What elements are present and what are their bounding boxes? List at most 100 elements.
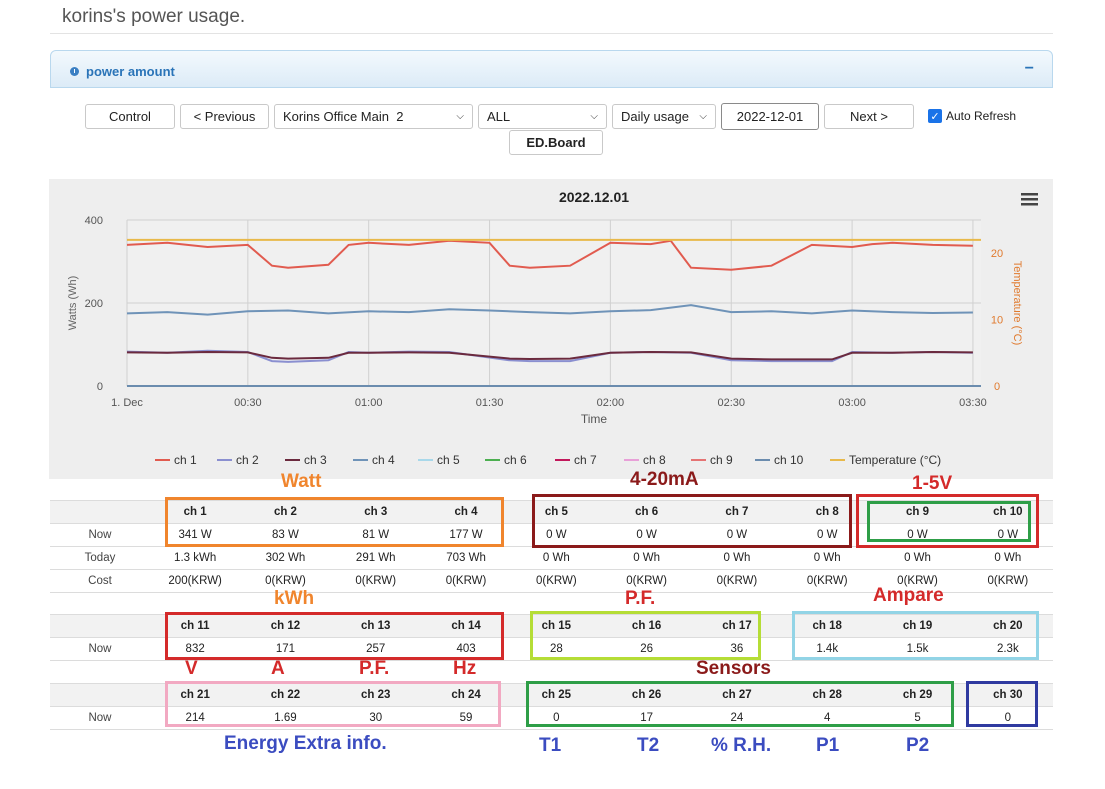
legend-label: ch 6 <box>504 453 527 467</box>
channel-select[interactable]: ALL ⌵ <box>478 104 607 129</box>
x-tick-label: 02:00 <box>597 397 625 409</box>
table-cell: 0 W <box>601 523 692 547</box>
ampare-label: Ampare <box>873 585 944 606</box>
column-header: ch 19 <box>872 614 963 638</box>
site-select-value: Korins Office Main 2 <box>283 109 404 124</box>
chevron-down-icon: ⌵ <box>590 111 598 122</box>
table-cell: 0(KRW) <box>691 569 783 593</box>
table-cell: 0(KRW) <box>240 569 331 593</box>
legend-label: ch 2 <box>236 453 259 467</box>
column-header: ch 22 <box>240 683 331 707</box>
column-header: ch 4 <box>420 500 512 524</box>
legend-label: ch 4 <box>372 453 395 467</box>
column-header: ch 18 <box>782 614 873 638</box>
row-label: Today <box>50 546 150 570</box>
kwh-label: kWh <box>274 588 315 609</box>
table-cell: 0(KRW) <box>511 569 602 593</box>
date-input[interactable]: 2022-12-01 <box>721 103 819 130</box>
t1-label: T1 <box>539 735 562 756</box>
y-tick-label: 400 <box>85 215 103 227</box>
column-header: ch 21 <box>150 683 241 707</box>
y2-tick-label: 20 <box>991 248 1003 260</box>
x-tick-label: 01:00 <box>355 397 383 409</box>
menu-bar <box>1021 203 1038 206</box>
collapse-button[interactable]: − <box>1024 60 1034 77</box>
hz-label: Hz <box>453 658 477 679</box>
control-button[interactable]: Control <box>85 104 175 129</box>
table-row: Cost 200(KRW) 0(KRW) 0(KRW) 0(KRW) 0(KRW) 0(KR… <box>50 569 1053 593</box>
edboard-button[interactable]: ED.Board <box>509 130 603 155</box>
mode-select-value: Daily usage <box>621 109 689 124</box>
table-cell: 83 W <box>240 523 331 547</box>
series-line-3 <box>126 350 973 361</box>
rh-label: % R.H. <box>711 735 772 756</box>
series-line-1 <box>126 239 973 271</box>
table-cell: 0(KRW) <box>420 569 512 593</box>
legend-label: ch 7 <box>574 453 597 467</box>
y2-tick-label: 0 <box>994 381 1000 393</box>
table-cell: 0(KRW) <box>601 569 692 593</box>
x-axis-label: Time <box>581 412 608 426</box>
table-header-row: ch 11 ch 12 ch 13 ch 14 ch 15 ch 16 ch 17 ch 18… <box>50 614 1053 638</box>
next-button[interactable]: Next > <box>824 104 914 129</box>
v15-highlight-box <box>867 501 1031 542</box>
mode-select[interactable]: Daily usage ⌵ <box>612 104 716 129</box>
chart-title: 2022.12.01 <box>559 189 629 205</box>
row-label: Cost <box>50 569 150 593</box>
column-header: ch 9 <box>872 500 963 524</box>
chart-menu-icon[interactable] <box>1021 193 1038 206</box>
sensors-highlight-box <box>526 681 954 727</box>
column-header: ch 11 <box>150 614 241 638</box>
legend-label: ch 9 <box>710 453 733 467</box>
column-header: ch 28 <box>782 683 873 707</box>
table-cell: 0 Wh <box>601 546 692 570</box>
y-axis-label: Watts (Wh) <box>67 276 79 331</box>
row-label: Now <box>50 637 150 661</box>
x-tick-label: 01:30 <box>476 397 504 409</box>
column-header: ch 14 <box>420 614 512 638</box>
y2-tick-label: 10 <box>991 315 1003 327</box>
channel-select-value: ALL <box>487 109 511 124</box>
panel-title: power amount <box>86 64 175 79</box>
x-tick-label: 1. Dec <box>111 397 143 409</box>
ch30-highlight-box <box>966 681 1038 727</box>
column-header: ch 26 <box>601 683 692 707</box>
pf-top-label: P.F. <box>625 588 656 609</box>
y2-axis-label: Temperature (°C) <box>1011 261 1023 345</box>
previous-button[interactable]: < Previous <box>180 104 269 129</box>
menu-bar <box>1021 198 1038 201</box>
series-line-2 <box>126 349 973 363</box>
v15-label: 1-5V <box>912 473 953 494</box>
table-cell: 0(KRW) <box>872 569 963 593</box>
pf-label: P.F. <box>359 658 390 679</box>
legend-label: Temperature (°C) <box>849 453 941 467</box>
column-header: ch 27 <box>691 683 783 707</box>
energy-extra-highlight-box <box>165 681 501 727</box>
ma-label: 4-20mA <box>630 469 699 490</box>
power-chart: 1. Dec 00:30 01:00 01:30 02:00 02:30 03:00 03:3… <box>67 189 1038 467</box>
menu-bar <box>1021 193 1038 196</box>
p2-label: P2 <box>906 735 930 756</box>
table-cell: 0 Wh <box>782 546 873 570</box>
table-cell: 81 W <box>330 523 421 547</box>
table-cell: 0 Wh <box>511 546 602 570</box>
title-divider <box>50 33 1053 34</box>
energy-extra-label: Energy Extra info. <box>224 733 387 754</box>
auto-refresh-checkbox[interactable]: ✓ <box>928 109 942 123</box>
y-tick-label: 200 <box>85 298 103 310</box>
legend-label: ch 3 <box>304 453 327 467</box>
t2-label: T2 <box>637 735 660 756</box>
column-header: ch 6 <box>601 500 692 524</box>
x-tick-label: 02:30 <box>717 397 745 409</box>
table-cell: 341 W <box>150 523 241 547</box>
table-cell: 0(KRW) <box>962 569 1053 593</box>
table-row: Today 1.3 kWh 302 Wh 291 Wh 703 Wh 0 Wh 0 Wh 0 … <box>50 546 1053 570</box>
site-select[interactable]: Korins Office Main 2 ⌵ <box>274 104 473 129</box>
table-cell: 0(KRW) <box>330 569 421 593</box>
table-cell: 1.3 kWh <box>150 546 241 570</box>
ampare-highlight-box <box>792 611 1039 660</box>
header-corner <box>50 614 150 638</box>
column-header: ch 23 <box>330 683 421 707</box>
watt-highlight-box <box>165 497 504 547</box>
